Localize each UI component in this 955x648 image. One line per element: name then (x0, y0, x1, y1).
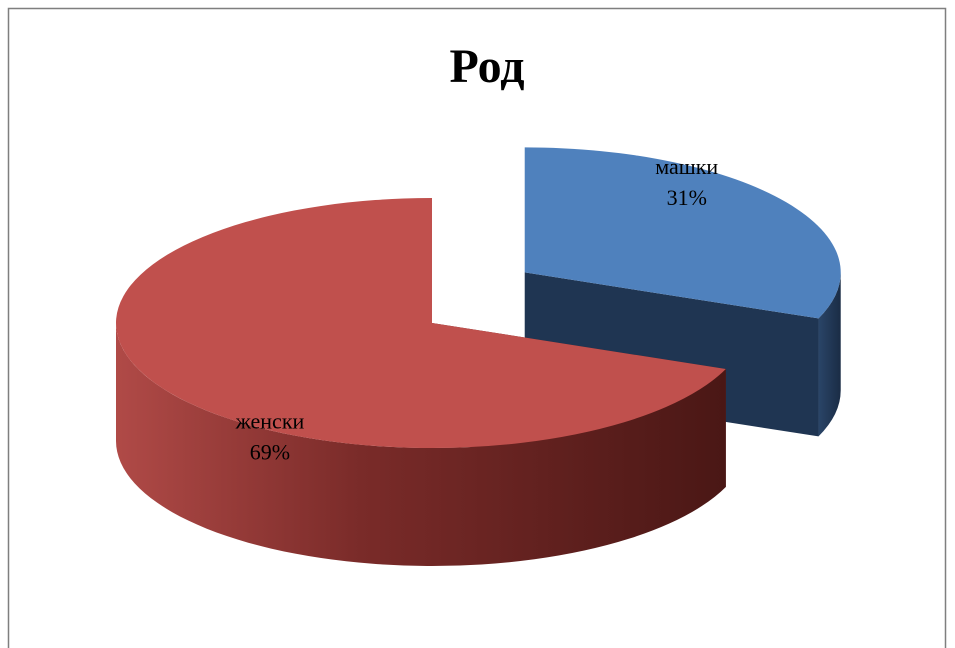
slice-label-value: 31% (667, 185, 707, 210)
slice-label-name: машки (655, 154, 718, 179)
pie-slice-side (818, 272, 841, 437)
labels-layer: машки 31% женски 69% (235, 154, 719, 465)
pie-slice-женски (116, 198, 726, 567)
pie-slice-top (524, 147, 841, 319)
pie-slice-side (116, 323, 726, 567)
slices-layer (116, 147, 841, 567)
pie-slice-top (116, 198, 726, 449)
chart-title: Род (449, 40, 524, 93)
slice-label-value: 69% (250, 440, 290, 465)
slice-label-name: женски (235, 409, 305, 434)
